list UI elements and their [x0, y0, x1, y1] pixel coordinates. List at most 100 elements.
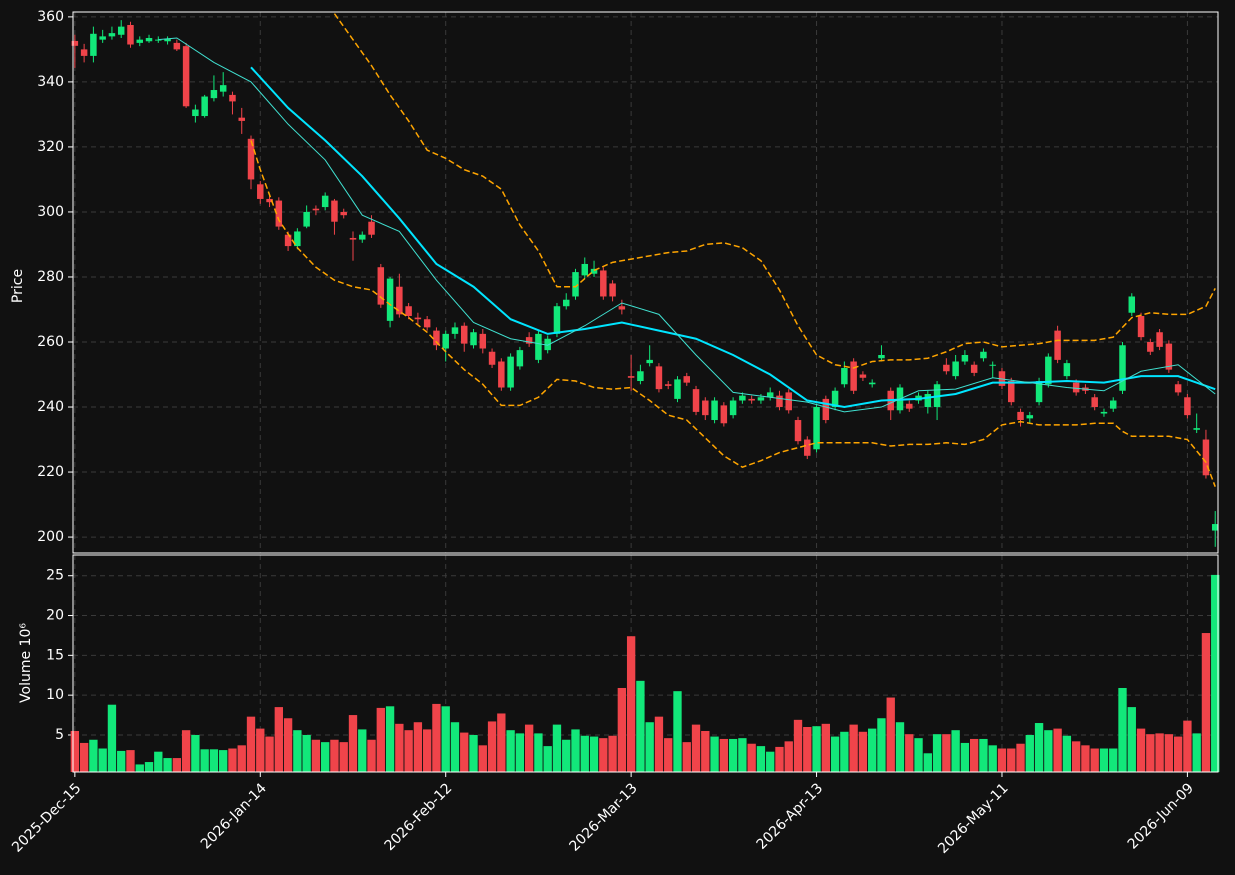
- y-tick-label: 340: [37, 74, 64, 90]
- y-tick-label: 320: [37, 139, 64, 155]
- indicator-line: [333, 13, 1216, 369]
- volume-bar: [311, 739, 321, 772]
- volume-bar: [636, 680, 645, 772]
- candle-body: [748, 398, 755, 401]
- volume-bar: [460, 732, 469, 772]
- candle-body: [794, 420, 802, 442]
- x-tick-label: 2026-Apr-13: [754, 780, 827, 853]
- volume-bar: [858, 731, 868, 772]
- volume-bar: [608, 735, 617, 772]
- candle-body: [368, 221, 375, 235]
- candle-body: [961, 355, 969, 362]
- candle-body: [683, 376, 691, 383]
- volume-bar: [256, 728, 265, 772]
- volume-bar: [543, 746, 552, 772]
- candle-body: [127, 25, 134, 45]
- candle-body: [804, 439, 811, 456]
- candle-body: [229, 94, 236, 102]
- x-tick-label: 2025-Dec-15: [9, 780, 84, 855]
- y-tick-label: 280: [37, 269, 64, 285]
- volume-bar: [515, 733, 525, 772]
- candle-body: [1063, 363, 1071, 377]
- candle-body: [627, 376, 635, 378]
- candle-body: [980, 351, 987, 359]
- candle-body: [201, 96, 208, 117]
- volume-bar: [487, 721, 497, 772]
- volume-bar: [1007, 748, 1016, 772]
- volume-bar: [1201, 633, 1211, 772]
- y-tick-label: 15: [46, 647, 64, 663]
- volume-bar: [775, 746, 784, 772]
- candle-body: [377, 267, 385, 305]
- volume-bar: [589, 736, 599, 772]
- candle-body: [1156, 332, 1163, 347]
- candle-body: [1174, 384, 1182, 393]
- panel-frame: [72, 11, 1219, 554]
- volume-bar: [673, 691, 682, 772]
- volume-bar: [784, 741, 793, 772]
- volume-bar: [450, 722, 460, 772]
- volume-bar: [840, 731, 849, 772]
- candle-body: [1193, 428, 1200, 430]
- candle-body: [266, 198, 273, 203]
- volume-bar: [330, 739, 339, 772]
- volume-bar: [895, 722, 905, 772]
- volume-bar: [293, 730, 302, 772]
- candle-body: [312, 208, 320, 211]
- volume-bar: [339, 742, 348, 772]
- candle-body: [822, 398, 830, 421]
- candle-body: [544, 338, 551, 351]
- volume-bar: [942, 734, 951, 772]
- volume-bar: [1146, 734, 1155, 772]
- volume-bar: [1081, 745, 1090, 772]
- volume-bar: [1071, 741, 1081, 772]
- volume-bar: [413, 722, 423, 772]
- volume-bar: [691, 724, 701, 772]
- candle-body: [1091, 397, 1098, 408]
- candle-body: [507, 356, 514, 388]
- candle-body: [868, 382, 876, 385]
- volume-bar: [1090, 748, 1099, 772]
- candle-body: [674, 379, 681, 399]
- candle-body: [442, 333, 449, 349]
- candle-body: [488, 351, 496, 365]
- volume-bar: [348, 715, 358, 772]
- volume-bar: [626, 636, 636, 772]
- volume-bar: [719, 738, 729, 772]
- volume-bar: [1099, 748, 1109, 772]
- candle-body: [99, 36, 106, 40]
- candle-body: [729, 400, 737, 416]
- volume-bar: [497, 713, 506, 772]
- volume-bar: [79, 742, 89, 772]
- volume-bar: [321, 742, 330, 772]
- volume-bar: [1211, 574, 1220, 772]
- volume-bar: [571, 729, 580, 772]
- candle-body: [164, 38, 171, 42]
- volume-bar: [219, 750, 228, 772]
- volume-bar: [766, 751, 775, 772]
- candle-body: [1026, 415, 1034, 419]
- volume-bar: [524, 724, 534, 772]
- candle-body: [739, 395, 746, 401]
- volume-bar: [1016, 743, 1025, 772]
- candle-body: [340, 211, 347, 216]
- volume-bar: [654, 716, 664, 772]
- volume-bar: [367, 739, 376, 772]
- candle-body: [692, 389, 700, 412]
- y-tick-label: 260: [37, 334, 64, 350]
- price-axis-label: Price: [10, 269, 26, 303]
- candle-body: [90, 33, 97, 56]
- volume-bar: [914, 738, 923, 772]
- x-tick-label: 2026-Feb-12: [382, 780, 456, 854]
- candle-body: [155, 39, 162, 41]
- candle-body: [108, 33, 116, 37]
- volume-bar: [172, 758, 182, 772]
- y-tick-label: 20: [46, 608, 64, 624]
- volume-bar: [1034, 723, 1044, 772]
- volume-bar: [478, 745, 487, 772]
- volume-bar: [710, 736, 719, 772]
- candle-body: [284, 234, 292, 247]
- candle-body: [1017, 411, 1024, 421]
- volume-bar: [830, 736, 840, 772]
